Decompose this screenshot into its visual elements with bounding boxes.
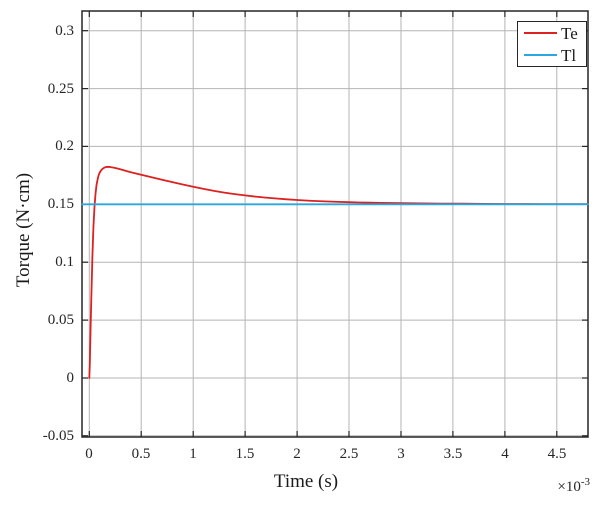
- x-axis-label: Time (s): [273, 471, 339, 492]
- y-tick-label: -0.05: [42, 428, 74, 444]
- axes-box: [81, 10, 589, 438]
- legend-label-te: Te: [561, 23, 578, 43]
- x-tick-label: 4.5: [547, 446, 567, 462]
- x-tick-label: 3.5: [443, 446, 463, 462]
- x-tick-label: 3: [397, 446, 405, 462]
- x-tick-label: 1.5: [235, 446, 255, 462]
- x-tick-label: 0: [85, 446, 93, 462]
- multiplier-exponent: -3: [580, 476, 590, 488]
- legend: Te Tl: [517, 21, 587, 67]
- x-tick-label: 2: [293, 446, 301, 462]
- x-tick-label: 1: [189, 446, 197, 462]
- legend-label-tl: Tl: [561, 45, 577, 65]
- y-tick-label: 0.25: [47, 81, 74, 97]
- te-line-swatch: [524, 32, 557, 34]
- y-tick-label: 0.15: [47, 196, 74, 212]
- x-tick-label: 2.5: [339, 446, 359, 462]
- x-tick-label: 4: [501, 446, 509, 462]
- y-tick-label: 0: [66, 370, 75, 386]
- multiplier-base: ×10: [557, 479, 581, 495]
- x-tick-label: 0.5: [131, 446, 151, 462]
- y-tick-label: 0.2: [55, 138, 74, 154]
- x-axis-exponent-multiplier: ×10-3: [557, 476, 590, 496]
- legend-item-te: Te: [518, 22, 586, 44]
- series-Te: [88, 165, 589, 379]
- legend-item-tl: Tl: [518, 44, 586, 66]
- y-tick-label: 0.3: [55, 23, 74, 39]
- y-axis-label: Torque (N·cm): [13, 172, 34, 288]
- tl-line-swatch: [524, 54, 557, 56]
- y-tick-label: 0.05: [47, 312, 74, 328]
- y-tick-label: 0.1: [55, 254, 74, 270]
